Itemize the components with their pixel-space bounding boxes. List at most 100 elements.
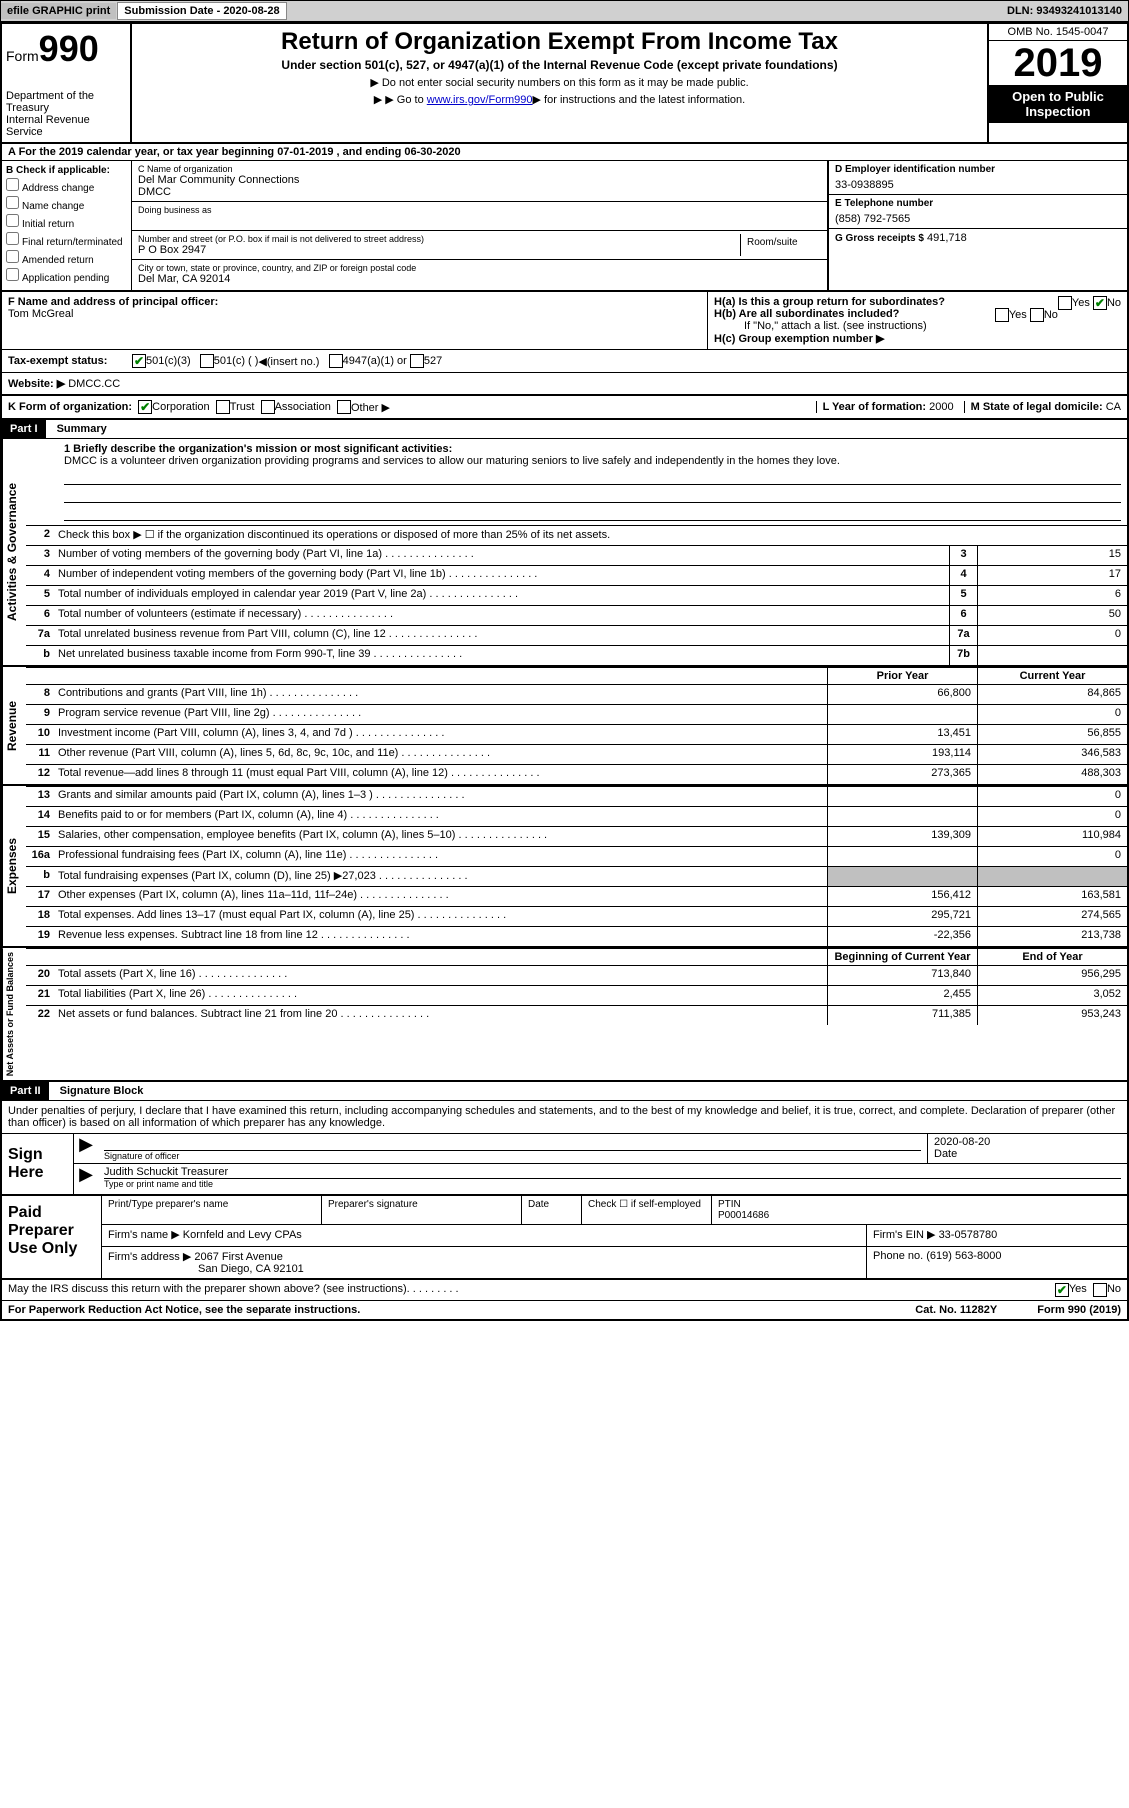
vlabel-balances: Net Assets or Fund Balances: [2, 948, 26, 1080]
opt-corp: Corporation: [152, 401, 209, 413]
summary-line: 16aProfessional fundraising fees (Part I…: [26, 846, 1127, 866]
cb-amended[interactable]: Amended return: [6, 250, 127, 266]
summary-line: 3Number of voting members of the governi…: [26, 545, 1127, 565]
hb-yes-checkbox[interactable]: [995, 308, 1009, 322]
cb-name-change[interactable]: Name change: [6, 196, 127, 212]
opt-501c3: 501(c)(3): [146, 355, 191, 367]
part2-header: Part II: [2, 1082, 49, 1100]
line-desc: Total assets (Part X, line 16): [54, 966, 827, 985]
summary-line: 6Total number of volunteers (estimate if…: [26, 605, 1127, 625]
line-desc: Other revenue (Part VIII, column (A), li…: [54, 745, 827, 764]
line-num: 9: [26, 705, 54, 724]
line-desc: Contributions and grants (Part VIII, lin…: [54, 685, 827, 704]
efile-label[interactable]: efile GRAPHIC print: [1, 3, 116, 19]
dba-label: Doing business as: [138, 205, 821, 215]
sig-arrow-icon-2: ▶: [74, 1164, 98, 1191]
line-num: 17: [26, 887, 54, 906]
line-num: 14: [26, 807, 54, 826]
tax-status-label: Tax-exempt status:: [8, 355, 132, 367]
cb-trust[interactable]: [216, 400, 230, 414]
summary-line: 5Total number of individuals employed in…: [26, 585, 1127, 605]
officer-label: F Name and address of principal officer:: [8, 296, 701, 308]
part1-title: Summary: [49, 420, 115, 438]
cb-other[interactable]: [337, 400, 351, 414]
ha-label: H(a) Is this a group return for subordin…: [714, 296, 945, 308]
begin-year-hdr: Beginning of Current Year: [827, 949, 977, 965]
domicile-label: M State of legal domicile:: [971, 401, 1103, 413]
prior-year-value: 295,721: [827, 907, 977, 926]
cb-corp[interactable]: [138, 400, 152, 414]
prior-year-value: [827, 787, 977, 806]
prior-year-value: 273,365: [827, 765, 977, 784]
current-year-value: 488,303: [977, 765, 1127, 784]
cb-501c3[interactable]: [132, 354, 146, 368]
city-value: Del Mar, CA 92014: [138, 273, 821, 285]
line-value: 6: [977, 586, 1127, 605]
submission-date-button[interactable]: Submission Date - 2020-08-28: [117, 2, 286, 20]
summary-line: 14Benefits paid to or for members (Part …: [26, 806, 1127, 826]
prior-year-value: 713,840: [827, 966, 977, 985]
hb-label: H(b) Are all subordinates included?: [714, 308, 899, 320]
discuss-no-checkbox[interactable]: [1093, 1283, 1107, 1297]
line-desc: Total liabilities (Part X, line 26): [54, 986, 827, 1005]
current-year-value: 0: [977, 847, 1127, 866]
current-year-value: 0: [977, 807, 1127, 826]
part1-header: Part I: [2, 420, 46, 438]
line-num: 7a: [26, 626, 54, 645]
opt-4947: 4947(a)(1) or: [343, 355, 407, 367]
summary-line: 8Contributions and grants (Part VIII, li…: [26, 684, 1127, 704]
line-num: b: [26, 867, 54, 886]
cb-501c[interactable]: [200, 354, 214, 368]
cb-final-return[interactable]: Final return/terminated: [6, 232, 127, 248]
ein-value: 33-0938895: [835, 179, 1121, 191]
line-value: 50: [977, 606, 1127, 625]
yes-label: Yes: [1072, 297, 1090, 309]
summary-line: 11Other revenue (Part VIII, column (A), …: [26, 744, 1127, 764]
org-name-label: C Name of organization: [138, 164, 821, 174]
cb-app-pending[interactable]: Application pending: [6, 268, 127, 284]
hb-no-checkbox[interactable]: [1030, 308, 1044, 322]
summary-line: 10Investment income (Part VIII, column (…: [26, 724, 1127, 744]
line-num: 21: [26, 986, 54, 1005]
ptin-value: P00014686: [718, 1210, 769, 1221]
line-num: 10: [26, 725, 54, 744]
ein-label: D Employer identification number: [835, 164, 1121, 175]
hc-label: H(c) Group exemption number ▶: [714, 333, 884, 345]
cb-527[interactable]: [410, 354, 424, 368]
yof-label: L Year of formation:: [823, 401, 927, 413]
tel-label: E Telephone number: [835, 198, 1121, 209]
prep-sig-label: Preparer's signature: [322, 1196, 522, 1224]
form990-link[interactable]: www.irs.gov/Form990: [427, 94, 533, 106]
vlabel-revenue: Revenue: [2, 667, 26, 784]
discuss-yes-checkbox[interactable]: [1055, 1283, 1069, 1297]
room-label: Room/suite: [741, 234, 821, 256]
cb-initial-return[interactable]: Initial return: [6, 214, 127, 230]
city-label: City or town, state or province, country…: [138, 263, 821, 273]
pra-notice: For Paperwork Reduction Act Notice, see …: [8, 1304, 360, 1316]
current-year-value: 346,583: [977, 745, 1127, 764]
website-value: DMCC.CC: [68, 378, 120, 390]
cb-assoc[interactable]: [261, 400, 275, 414]
line-desc: Total number of individuals employed in …: [54, 586, 949, 605]
line-num: 18: [26, 907, 54, 926]
line-desc: Grants and similar amounts paid (Part IX…: [54, 787, 827, 806]
firm-ein-label: Firm's EIN ▶: [873, 1229, 936, 1241]
ha-yes-checkbox[interactable]: [1058, 296, 1072, 310]
form-title: Return of Organization Exempt From Incom…: [140, 28, 979, 56]
ha-no-checkbox[interactable]: [1093, 296, 1107, 310]
current-year-value: 163,581: [977, 887, 1127, 906]
current-year-value: 953,243: [977, 1006, 1127, 1025]
cb-4947[interactable]: [329, 354, 343, 368]
summary-line: bNet unrelated business taxable income f…: [26, 645, 1127, 665]
summary-line: 12Total revenue—add lines 8 through 11 (…: [26, 764, 1127, 784]
opt-501c: 501(c) ( ): [214, 355, 259, 367]
website-label: Website: ▶: [8, 377, 65, 390]
summary-line: 18Total expenses. Add lines 13–17 (must …: [26, 906, 1127, 926]
opt-527: 527: [424, 355, 442, 367]
line-a-period: A For the 2019 calendar year, or tax yea…: [2, 144, 1127, 161]
end-year-hdr: End of Year: [977, 949, 1127, 965]
cb-address-change[interactable]: Address change: [6, 178, 127, 194]
current-year-value: 956,295: [977, 966, 1127, 985]
prior-year-value: 156,412: [827, 887, 977, 906]
firm-addr2: San Diego, CA 92101: [198, 1263, 304, 1275]
